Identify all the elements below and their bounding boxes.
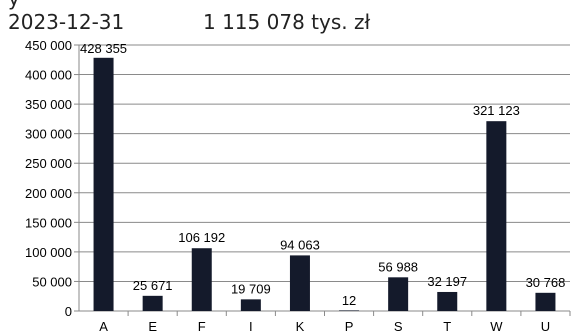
data-label-P: 12 [342,293,356,308]
category-label-F: F [198,319,206,334]
data-label-U: 30 768 [526,275,566,290]
category-label-K: K [296,319,305,334]
bar-A [93,57,114,311]
y-tick-label: 350 000 [25,97,72,112]
bar-F [191,248,212,311]
y-tick-label: 100 000 [25,245,72,260]
category-label-A: A [99,319,108,334]
labels: 0 50 000 100 000 150 000 200 000 250 000 300 0… [25,38,565,334]
bar-U [535,292,556,311]
bar-P [339,310,360,311]
category-label-W: W [490,319,503,334]
chart-header: y 2023-12-31 1 115 078 tys. zł [0,0,579,40]
y-tick-label: 300 000 [25,127,72,142]
category-label-S: S [394,319,403,334]
y-tick-label: 450 000 [25,38,72,53]
data-label-W: 321 123 [473,103,520,118]
bar-E [142,295,163,311]
y-tick-label: 200 000 [25,186,72,201]
y-tick-label: 50 000 [32,274,72,289]
bar-K [289,255,310,311]
header-total: 1 115 078 tys. zł [203,10,371,34]
data-label-K: 94 063 [280,237,320,252]
data-label-E: 25 671 [133,278,173,293]
y-tick-label: 0 [65,304,72,319]
data-label-T: 32 197 [427,274,467,289]
header-date: 2023-12-31 [8,10,125,34]
category-label-P: P [345,319,354,334]
data-label-F: 106 192 [178,230,225,245]
y-tick-label: 400 000 [25,68,72,83]
header-partial-text: y [8,0,20,10]
category-label-T: T [443,319,451,334]
bars [93,57,556,311]
category-label-I: I [249,319,253,334]
bar-W [486,121,507,311]
bar-I [240,299,261,311]
bar-T [437,291,458,311]
bar-S [388,277,409,311]
y-tick-label: 150 000 [25,215,72,230]
data-label-I: 19 709 [231,281,271,296]
data-label-S: 56 988 [378,259,418,274]
y-tick-label: 250 000 [25,156,72,171]
category-label-U: U [541,319,550,334]
category-label-E: E [148,319,157,334]
data-label-A: 428 355 [80,41,127,56]
